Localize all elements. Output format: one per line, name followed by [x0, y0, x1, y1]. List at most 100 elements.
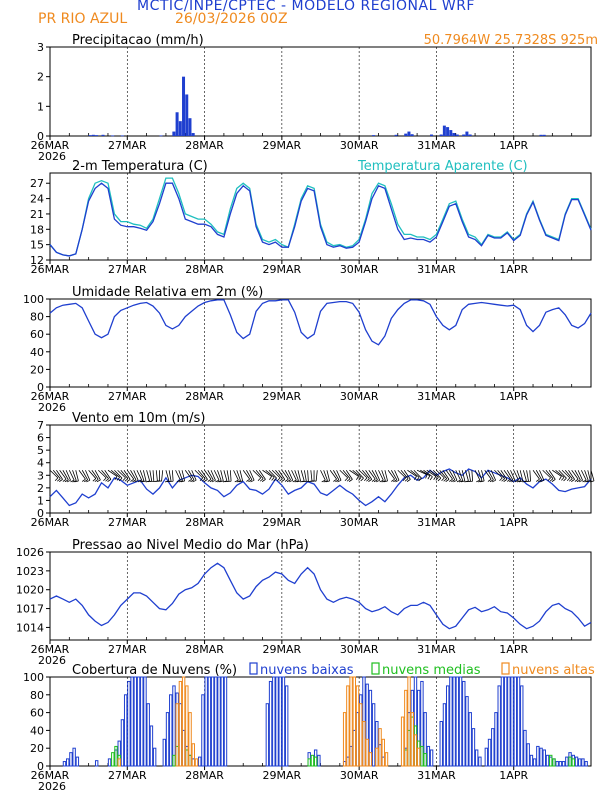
- rh-xtick-label: 28MAR: [185, 390, 224, 403]
- cloud-bar-nuvens-baixas: [462, 680, 466, 767]
- wind-barb: [461, 470, 466, 482]
- wind-barb-flag: [124, 478, 129, 482]
- wind-barb-flag: [323, 480, 328, 483]
- wind-barb-flag: [366, 478, 370, 482]
- precip-bar: [429, 134, 433, 136]
- cloud-bar-nuvens-altas: [359, 703, 363, 767]
- wind-barb-flag: [107, 479, 112, 482]
- wind-barb-flag: [199, 477, 204, 482]
- wind-barb-flag: [333, 478, 337, 482]
- wind-barb: [584, 470, 589, 481]
- precip-bar: [465, 131, 469, 136]
- pressure-xtick-label: 26MAR: [31, 643, 70, 656]
- wind-barb: [68, 470, 75, 481]
- wind-barb: [571, 470, 579, 480]
- cloud-bar-nuvens-baixas: [268, 680, 273, 767]
- wind-title: Vento em 10m (m/s): [72, 411, 205, 426]
- cloud-bar-nuvens-altas: [188, 712, 192, 767]
- wind-barb-flag: [86, 479, 91, 483]
- wind-barb-flag: [292, 479, 297, 483]
- precip-xtick-label: 29MAR: [263, 139, 302, 152]
- precip-bar: [159, 135, 163, 137]
- wind-barb-flag: [337, 479, 342, 483]
- wind-xtick-label: 31MAR: [417, 516, 456, 529]
- wind-barb-flag: [279, 478, 283, 482]
- precip-xtick-label: 26MAR: [31, 139, 70, 152]
- precip-bar: [95, 135, 99, 136]
- wind-barb-flag: [70, 479, 75, 483]
- wind-barb-flag: [491, 479, 496, 483]
- wind-barb: [184, 470, 193, 480]
- cloud-bar-nuvens-baixas: [149, 725, 154, 767]
- cloud-bar-nuvens-altas: [355, 685, 360, 767]
- wind-barb: [130, 470, 137, 480]
- cloud-bar-nuvens-baixas: [207, 676, 212, 767]
- cloud-bar-nuvens-medias: [172, 754, 176, 767]
- wind-barb-flag: [549, 478, 554, 482]
- wind-barb: [468, 470, 471, 482]
- wind-barb: [420, 469, 431, 477]
- wind-barb-flag: [503, 479, 508, 482]
- wind-barb-flag: [215, 479, 220, 483]
- wind-barb: [539, 470, 545, 481]
- wind-barb-flag: [379, 479, 384, 483]
- cloud-bar-nuvens-medias: [310, 754, 315, 767]
- cloud-bar-nuvens-baixas: [217, 676, 221, 767]
- wind-barb: [362, 470, 370, 479]
- wind-barb-flag: [261, 479, 266, 482]
- cloud-bar-nuvens-baixas: [465, 696, 469, 767]
- wind-ytick-label: 2: [37, 482, 44, 495]
- wind-frame: [49, 424, 592, 514]
- wind-barb: [329, 470, 337, 480]
- cloud-bar-nuvens-baixas: [449, 676, 453, 767]
- wind-barb-flag: [222, 480, 228, 483]
- wind-barb: [445, 470, 453, 480]
- wind-barb: [101, 470, 109, 479]
- clouds-xtick-label: 29MAR: [263, 769, 302, 782]
- wind-ytick-label: 5: [37, 444, 44, 457]
- wind-barb-flag: [165, 480, 170, 483]
- wind-barb-flag: [478, 480, 483, 483]
- wind-barb-flag: [356, 476, 359, 480]
- wind-barb: [336, 470, 342, 481]
- wind-barb-flag: [375, 479, 380, 483]
- wind-barb: [194, 469, 204, 479]
- cloud-bar-nuvens-baixas: [120, 719, 125, 767]
- cloud-bar-nuvens-baixas: [172, 685, 176, 767]
- wind-barb-flag: [246, 478, 250, 482]
- wind-barb-flag: [238, 480, 243, 483]
- wind-barb: [291, 470, 297, 481]
- cloud-bar-nuvens-baixas: [555, 761, 559, 767]
- wind-barb: [81, 470, 89, 480]
- pressure-xtick-label: 1APR: [499, 643, 528, 656]
- precip-bar: [188, 118, 192, 136]
- wind-barb-flag: [207, 478, 212, 482]
- rh-series-line-0: [49, 299, 592, 346]
- pressure-xtick-label: 27MAR: [108, 643, 147, 656]
- wind-barb: [503, 470, 511, 480]
- cloud-bar-nuvens-altas: [400, 716, 405, 767]
- cloud-bar-nuvens-baixas: [494, 712, 498, 767]
- rh-xtick-label: 30MAR: [340, 390, 379, 403]
- wind-barb-flag: [130, 478, 134, 482]
- cloud-bar-nuvens-baixas: [536, 745, 540, 767]
- wind-barb: [297, 470, 302, 482]
- cloud-bar-nuvens-altas: [352, 676, 357, 767]
- wind-barb: [155, 470, 158, 482]
- wind-barb: [320, 470, 326, 481]
- wind-barb-flag: [126, 479, 131, 482]
- cloud-bar-nuvens-baixas: [371, 703, 376, 767]
- cloud-legend-box: [249, 662, 258, 675]
- wind-barb-flag: [190, 479, 195, 483]
- wind-barb-flag: [346, 478, 351, 482]
- wind-barb-flag: [103, 477, 107, 482]
- pressure-xtick-label: 29MAR: [263, 643, 302, 656]
- rh-ytick-label: 80: [30, 311, 44, 324]
- wind-barb-flag: [81, 478, 86, 482]
- wind-ytick-label: 3: [37, 469, 44, 482]
- temp-legend-apparent: Temperatura Aparente (C): [357, 159, 528, 174]
- wind-barb-flag: [284, 478, 289, 482]
- wind-barb: [104, 470, 112, 480]
- cloud-bar-nuvens-baixas: [169, 694, 173, 767]
- wind-barb: [229, 470, 232, 482]
